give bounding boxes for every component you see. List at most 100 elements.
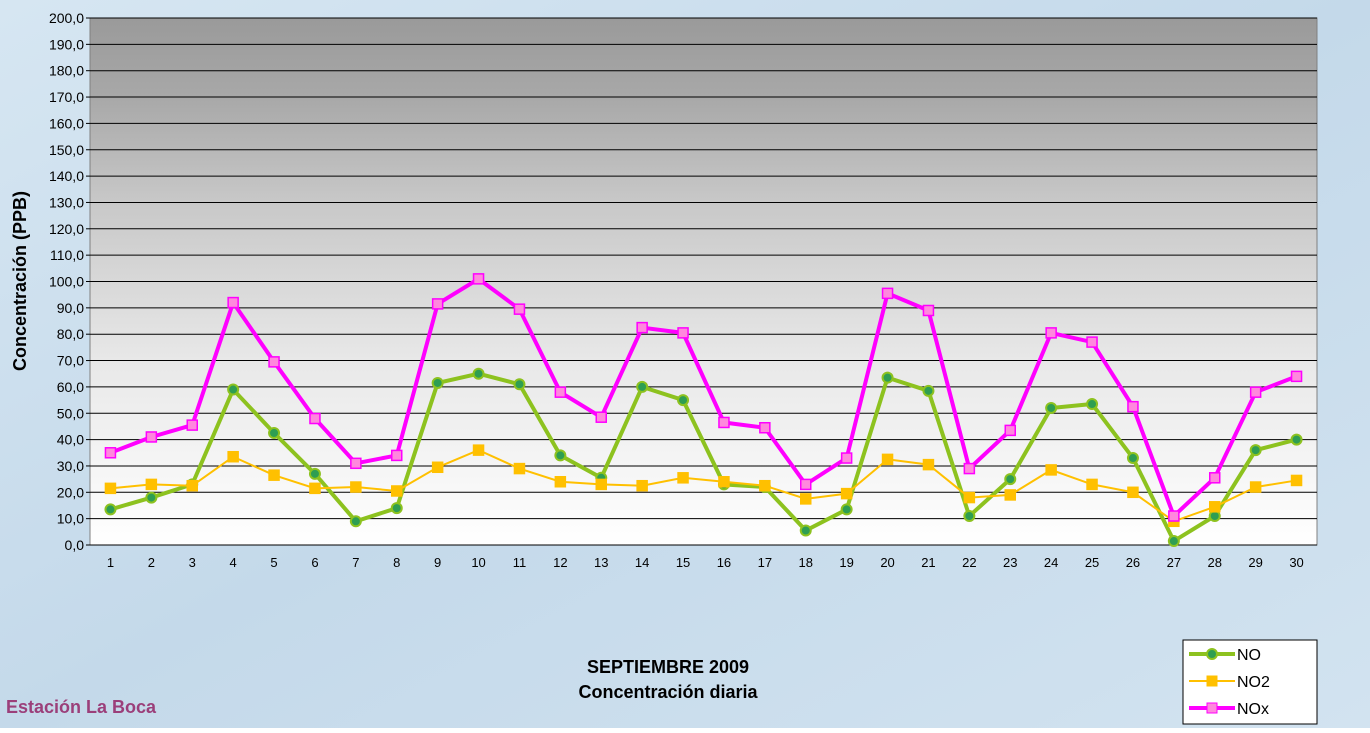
x-tick-label: 22 (962, 555, 976, 570)
x-tick-label: 18 (799, 555, 813, 570)
data-point (1046, 328, 1056, 338)
x-tick-label: 16 (717, 555, 731, 570)
chart-subtitle: Concentración diaria (578, 682, 758, 702)
data-point (228, 385, 238, 395)
y-tick-label: 170,0 (49, 89, 84, 105)
y-tick-label: 20,0 (57, 484, 84, 500)
x-tick-label: 15 (676, 555, 690, 570)
data-point (1087, 337, 1097, 347)
data-point (1169, 536, 1179, 546)
data-point (105, 483, 115, 493)
data-point (678, 395, 688, 405)
x-tick-label: 20 (880, 555, 894, 570)
y-tick-label: 100,0 (49, 274, 84, 290)
legend-label: NOx (1237, 701, 1269, 718)
legend-marker (1207, 703, 1217, 713)
data-point (842, 453, 852, 463)
legend-label: NO2 (1237, 674, 1270, 691)
data-point (964, 464, 974, 474)
x-tick-label: 25 (1085, 555, 1099, 570)
x-tick-label: 21 (921, 555, 935, 570)
x-tick-label: 12 (553, 555, 567, 570)
chart: SEPTIEMBRE 2009 Concentración diaria Est… (0, 0, 1370, 728)
data-point (269, 470, 279, 480)
data-point (310, 483, 320, 493)
data-point (105, 448, 115, 458)
data-point (678, 473, 688, 483)
data-point (351, 516, 361, 526)
y-tick-label: 90,0 (57, 300, 84, 316)
data-point (1087, 479, 1097, 489)
data-point (1128, 453, 1138, 463)
y-tick-label: 150,0 (49, 142, 84, 158)
data-point (392, 450, 402, 460)
data-point (555, 387, 565, 397)
y-axis-label: Concentración (PPB) (10, 191, 30, 371)
data-point (1087, 399, 1097, 409)
data-point (1251, 387, 1261, 397)
data-point (637, 481, 647, 491)
data-point (637, 382, 647, 392)
x-tick-label: 1 (107, 555, 114, 570)
data-point (514, 464, 524, 474)
y-tick-label: 200,0 (49, 10, 84, 26)
x-tick-label: 6 (311, 555, 318, 570)
y-tick-label: 130,0 (49, 194, 84, 210)
y-tick-label: 80,0 (57, 326, 84, 342)
x-tick-label: 29 (1248, 555, 1262, 570)
data-point (1292, 475, 1302, 485)
y-tick-label: 180,0 (49, 63, 84, 79)
data-point (1251, 445, 1261, 455)
x-tick-label: 24 (1044, 555, 1058, 570)
x-tick-label: 8 (393, 555, 400, 570)
data-point (1251, 482, 1261, 492)
data-point (842, 504, 852, 514)
data-point (146, 479, 156, 489)
data-point (760, 423, 770, 433)
data-point (883, 454, 893, 464)
data-point (596, 479, 606, 489)
data-point (1292, 435, 1302, 445)
data-point (1005, 474, 1015, 484)
x-tick-label: 19 (839, 555, 853, 570)
x-tick-label: 3 (189, 555, 196, 570)
data-point (228, 452, 238, 462)
data-point (1046, 403, 1056, 413)
data-point (433, 462, 443, 472)
y-tick-label: 30,0 (57, 458, 84, 474)
data-point (964, 493, 974, 503)
x-tick-label: 5 (270, 555, 277, 570)
data-point (555, 450, 565, 460)
data-point (883, 373, 893, 383)
x-tick-label: 27 (1167, 555, 1181, 570)
data-point (1128, 487, 1138, 497)
data-point (1292, 371, 1302, 381)
data-point (596, 412, 606, 422)
y-tick-label: 160,0 (49, 115, 84, 131)
data-point (1210, 473, 1220, 483)
data-point (678, 328, 688, 338)
legend-marker (1207, 676, 1217, 686)
data-point (392, 503, 402, 513)
x-tick-label: 26 (1126, 555, 1140, 570)
x-tick-label: 17 (758, 555, 772, 570)
y-tick-label: 190,0 (49, 36, 84, 52)
data-point (269, 357, 279, 367)
data-point (310, 414, 320, 424)
data-point (719, 417, 729, 427)
x-tick-label: 4 (230, 555, 237, 570)
data-point (269, 428, 279, 438)
data-point (514, 379, 524, 389)
data-point (637, 323, 647, 333)
y-tick-label: 120,0 (49, 221, 84, 237)
data-point (351, 458, 361, 468)
data-point (146, 493, 156, 503)
data-point (392, 486, 402, 496)
data-point (923, 386, 933, 396)
x-tick-label: 28 (1208, 555, 1222, 570)
data-point (1128, 402, 1138, 412)
data-point (228, 298, 238, 308)
data-point (187, 420, 197, 430)
data-point (883, 288, 893, 298)
x-tick-label: 13 (594, 555, 608, 570)
